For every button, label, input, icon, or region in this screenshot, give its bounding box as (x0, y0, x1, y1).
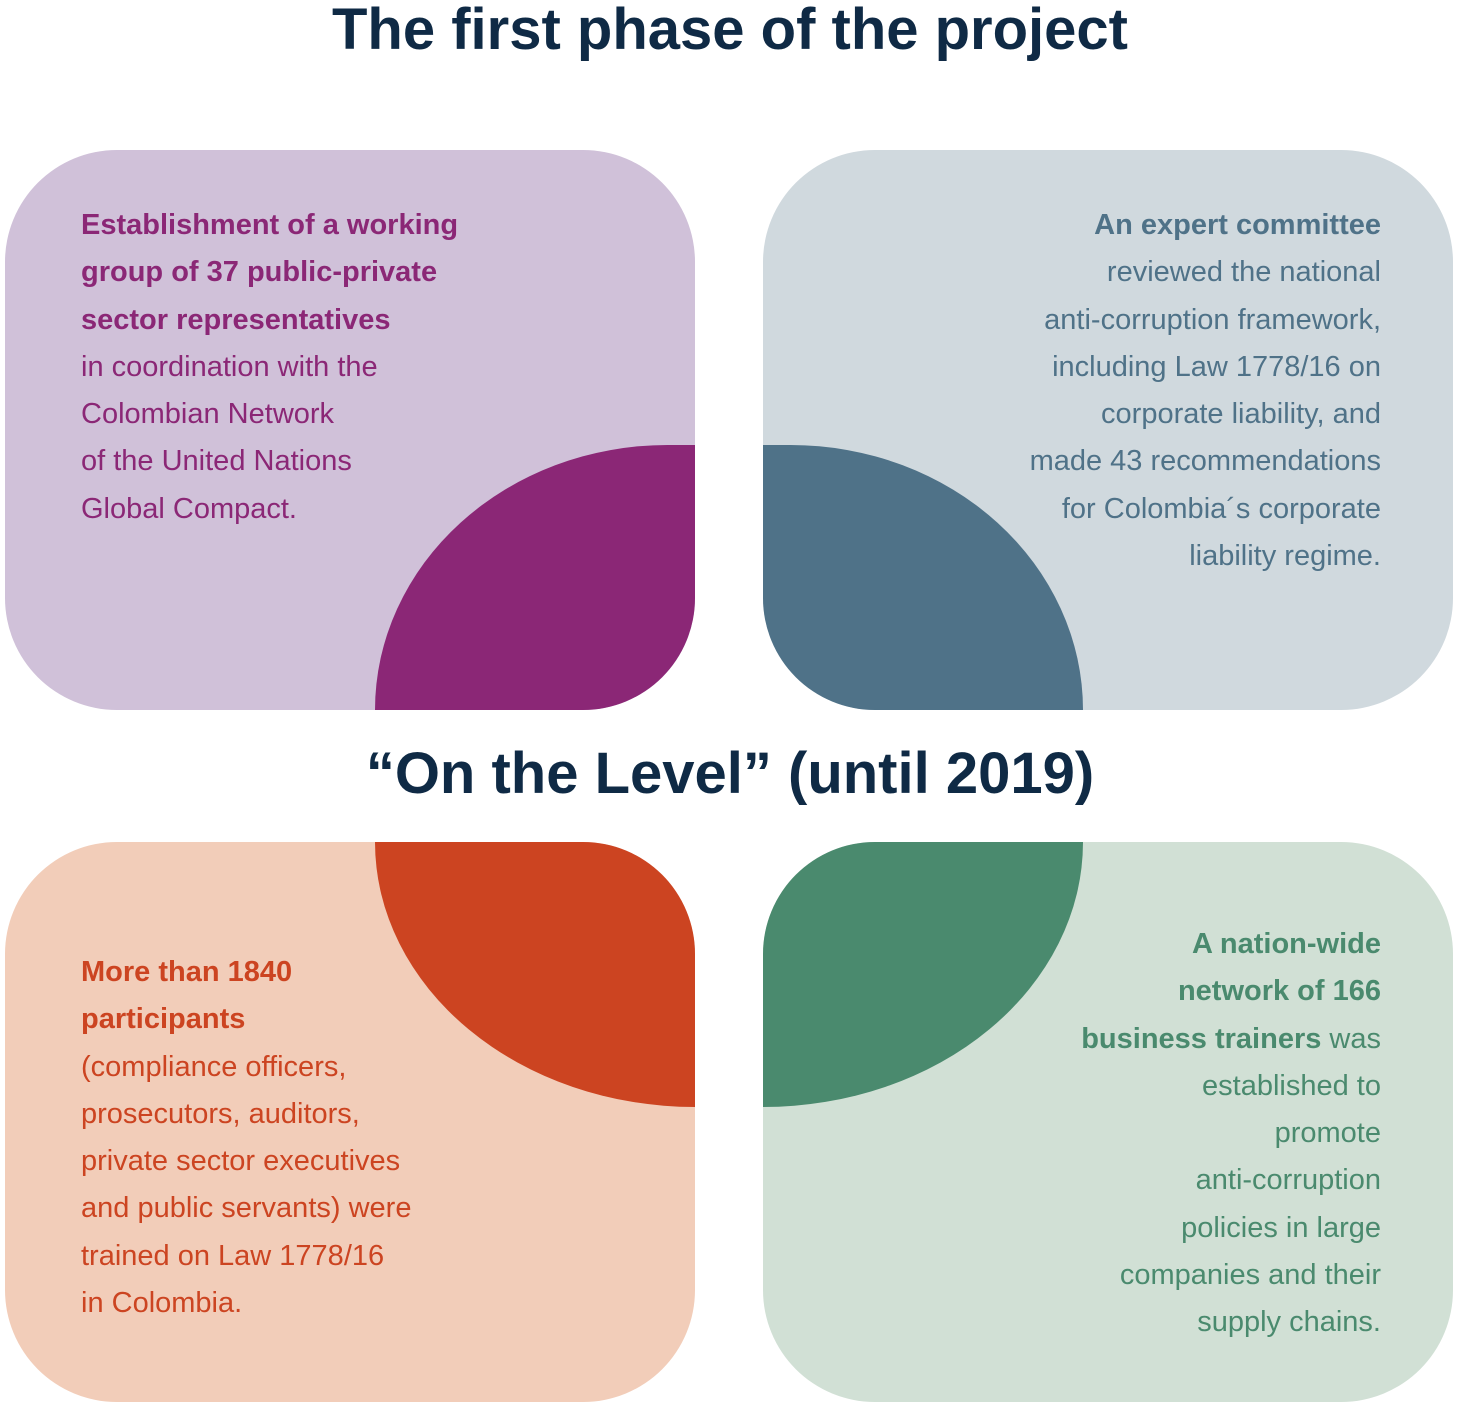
card-text: Establishment of a working group of 37 p… (81, 202, 458, 533)
bold-phrase: business trainers (1081, 1022, 1322, 1055)
card-text: A nation-wide network of 166 business tr… (1081, 921, 1381, 1347)
text-phrase: was (1321, 1022, 1381, 1055)
text-line: in Colombia. (81, 1287, 243, 1320)
card-text: An expert committee reviewed the nationa… (1030, 202, 1381, 580)
text-line: anti-corruption framework, (1044, 303, 1381, 336)
text-line: anti-corruption (1195, 1164, 1381, 1197)
card-business-trainers: A nation-wide network of 166 business tr… (763, 842, 1453, 1402)
bold-line: sector representatives (81, 303, 391, 336)
bold-line: network of 166 (1177, 975, 1381, 1008)
bold-line: Establishment of a working (81, 209, 459, 241)
text-line: for Colombia´s corporate (1061, 492, 1381, 525)
text-line: Global Compact. (81, 492, 297, 525)
text-line: and public servants) were (81, 1192, 412, 1225)
text-line: in coordination with the (81, 350, 378, 383)
text-line: policies in large (1181, 1211, 1381, 1244)
text-line: reviewed the national (1106, 256, 1381, 289)
card-expert-committee: An expert committee reviewed the nationa… (763, 150, 1453, 710)
card-working-group: Establishment of a working group of 37 p… (5, 150, 695, 710)
bold-line: A nation-wide (1191, 928, 1381, 960)
bold-line: An expert committee (1094, 209, 1381, 241)
text-line: supply chains. (1197, 1306, 1381, 1339)
text-line: Colombian Network (81, 398, 335, 431)
text-line: trained on Law 1778/16 (81, 1239, 385, 1272)
bold-line: More than 1840 (81, 956, 293, 988)
text-line: including Law 1778/16 on (1052, 350, 1381, 383)
card-text: More than 1840 participants (compliance … (81, 949, 411, 1327)
bold-line: participants (81, 1003, 246, 1036)
card-participants: More than 1840 participants (compliance … (5, 842, 695, 1402)
text-line: private sector executives (81, 1145, 401, 1178)
text-line: corporate liability, and (1101, 398, 1381, 431)
text-line: liability regime. (1189, 540, 1381, 573)
mixed-line: business trainers was (1081, 1016, 1381, 1063)
quarter-circle-decoration (375, 842, 695, 1107)
text-line: companies and their (1119, 1259, 1381, 1292)
text-line: prosecutors, auditors, (81, 1097, 360, 1130)
text-line: established to (1202, 1069, 1381, 1102)
section-title: “On the Level” (until 2019) (365, 741, 1095, 806)
quarter-circle-decoration (763, 842, 1083, 1107)
page-title: The first phase of the project (332, 0, 1128, 62)
text-line: of the United Nations (81, 445, 352, 478)
text-line: made 43 recommendations (1029, 445, 1381, 478)
bold-line: group of 37 public-private (81, 256, 438, 289)
text-line: promote (1274, 1117, 1381, 1150)
text-line: (compliance officers, (81, 1050, 347, 1083)
